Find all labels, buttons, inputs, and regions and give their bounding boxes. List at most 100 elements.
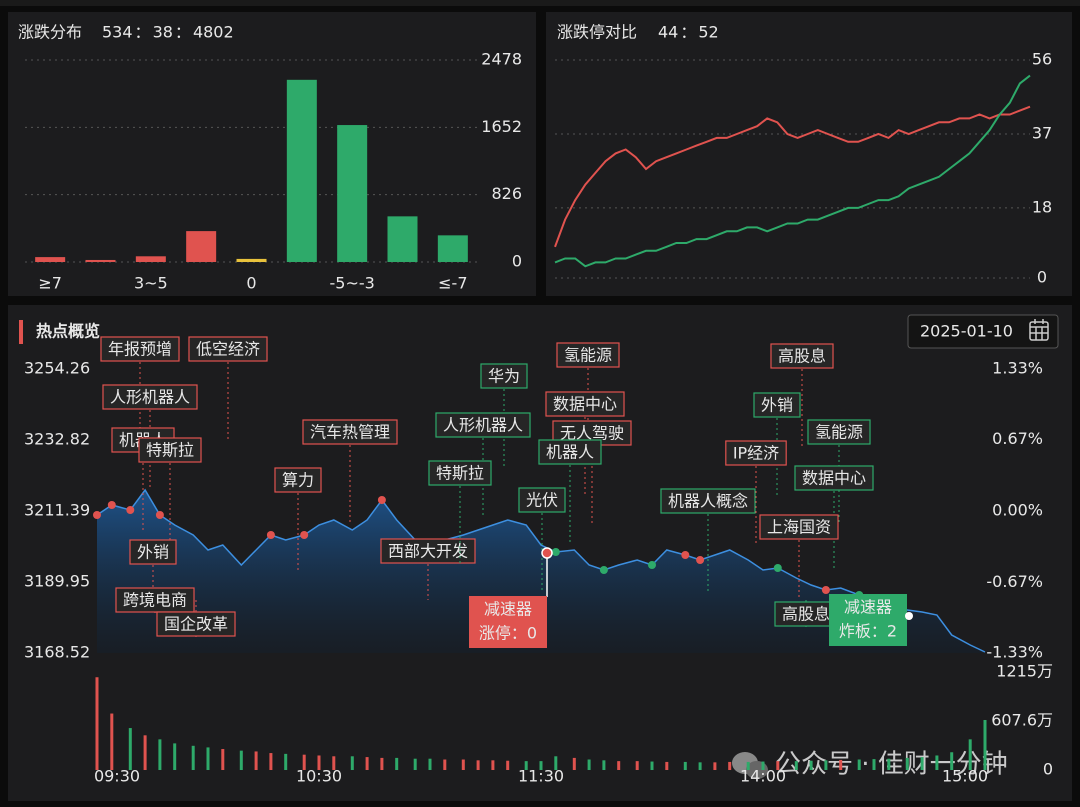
- volume-bar: [554, 756, 558, 770]
- tag-text: 外销: [761, 396, 793, 415]
- volume-bar: [824, 760, 828, 770]
- date-picker[interactable]: [907, 314, 1059, 349]
- hotspot-tag[interactable]: 外销: [753, 392, 801, 495]
- tag-text: 数据中心: [553, 395, 617, 414]
- hotspot-tag[interactable]: 数据中心: [794, 465, 874, 568]
- volume-bar: [887, 758, 891, 770]
- volume-bar: [857, 759, 861, 770]
- volume-bar: [143, 735, 147, 770]
- y2-tick-label: -1.33%: [986, 643, 1043, 662]
- count: 44: [658, 23, 678, 42]
- tag-box: [660, 488, 756, 514]
- count: 52: [698, 23, 718, 42]
- x-tick-label: 0: [246, 274, 256, 293]
- hotspot-tag[interactable]: 高股息: [774, 600, 838, 627]
- x-tick-label: -5~-3: [330, 274, 375, 293]
- y-tick-label: 3168.52: [24, 643, 90, 662]
- hotspot-tag[interactable]: 跨境电商: [115, 587, 195, 613]
- callout-box: [469, 596, 547, 648]
- bar: [186, 231, 217, 262]
- tag-box: [545, 391, 625, 417]
- volume-bar: [254, 751, 258, 770]
- hotspot-tag[interactable]: 特斯拉: [138, 437, 202, 540]
- volume-bar: [395, 757, 399, 770]
- hotspot-tag[interactable]: 华为: [480, 363, 528, 466]
- hotspot-tag[interactable]: 国企改革: [156, 600, 236, 637]
- tag-text: 高股息: [782, 605, 830, 624]
- tag-box: [794, 465, 874, 491]
- event-dot: [551, 548, 560, 557]
- tag-text: 氢能源: [564, 346, 612, 365]
- hotspot-tag[interactable]: 特斯拉: [428, 460, 492, 563]
- bar: [85, 259, 116, 262]
- hotspot-tag[interactable]: 汽车热管理: [302, 419, 398, 522]
- tag-text: 华为: [488, 367, 520, 386]
- tag-box: [115, 587, 195, 613]
- calendar-icon[interactable]: [1029, 319, 1049, 341]
- tag-box: [774, 601, 838, 627]
- hotspot-tag[interactable]: 上海国资: [759, 514, 839, 600]
- hotspot-tag[interactable]: 年报预增: [100, 336, 180, 439]
- hotspot-tag[interactable]: 高股息: [770, 343, 834, 446]
- volume-bar: [746, 761, 750, 770]
- hotspot-tag[interactable]: 低空经济: [188, 336, 268, 439]
- y-tick-label: 56: [1032, 50, 1052, 69]
- hotspot-tag[interactable]: 人形机器人: [102, 384, 198, 487]
- volume-tick-label: 1215万: [996, 662, 1053, 681]
- event-dot: [681, 550, 690, 559]
- volume-bar: [539, 761, 543, 770]
- hotspot-tag[interactable]: 算力: [274, 467, 322, 570]
- x-tick-label: 14:00: [740, 767, 786, 786]
- tag-text: 特斯拉: [436, 464, 484, 483]
- tag-box: [302, 419, 398, 445]
- volume-bar: [776, 761, 780, 770]
- hotspot-tag[interactable]: 光伏: [518, 487, 566, 590]
- volume-bar: [587, 759, 591, 770]
- hotspot-tag[interactable]: 机器人: [538, 439, 602, 542]
- volume-bar: [365, 757, 369, 770]
- volume-bar: [524, 761, 528, 770]
- hotspot-tag[interactable]: 氢能源: [807, 419, 871, 522]
- callout-box: [829, 594, 907, 646]
- tag-box: [188, 336, 268, 362]
- hotspot-tag[interactable]: 机器人概念: [660, 488, 756, 591]
- volume-bar: [713, 762, 717, 770]
- top-strip: [0, 0, 1080, 6]
- hotspot-tag[interactable]: 数据中心: [545, 391, 625, 494]
- hotspot-tag[interactable]: 西部大开发: [380, 538, 476, 600]
- volume-bar: [128, 728, 132, 770]
- count: 38: [153, 23, 173, 42]
- volume-bar: [905, 757, 909, 770]
- x-tick-label: ≥7: [38, 274, 62, 293]
- tag-text: 西部大开发: [388, 542, 468, 561]
- volume-bar: [602, 760, 606, 770]
- x-tick-label: 15:00: [942, 767, 988, 786]
- panel-title: 热点概览: [36, 322, 100, 341]
- volume-bar: [506, 760, 510, 770]
- x-tick-label: 10:30: [296, 767, 342, 786]
- tag-box: [770, 343, 834, 369]
- tag-text: 氢能源: [815, 423, 863, 442]
- x-tick-label: 09:30: [94, 767, 140, 786]
- y-tick-label: 2478: [481, 50, 522, 69]
- volume-bar: [683, 761, 687, 770]
- hotspot-tag[interactable]: 无人驾驶: [552, 420, 632, 523]
- tag-box: [380, 538, 476, 564]
- tag-box: [102, 384, 198, 410]
- volume-bar: [239, 750, 243, 770]
- volume-bar: [317, 755, 321, 770]
- tag-text: 特斯拉: [146, 441, 194, 460]
- hotspot-tag[interactable]: 人形机器人: [435, 412, 531, 515]
- volume-bar: [728, 761, 732, 770]
- price-line: [96, 488, 986, 653]
- hotspot-tag[interactable]: 氢能源: [556, 342, 620, 445]
- y-tick-label: 0: [1037, 268, 1047, 287]
- date-text[interactable]: 2025-01-10: [920, 322, 1013, 341]
- hotspot-tag[interactable]: 外销: [129, 539, 177, 600]
- volume-bar: [428, 758, 432, 770]
- hotspot-tag[interactable]: IP经济: [725, 440, 787, 543]
- event-dot: [599, 565, 608, 574]
- event-dot: [821, 585, 830, 594]
